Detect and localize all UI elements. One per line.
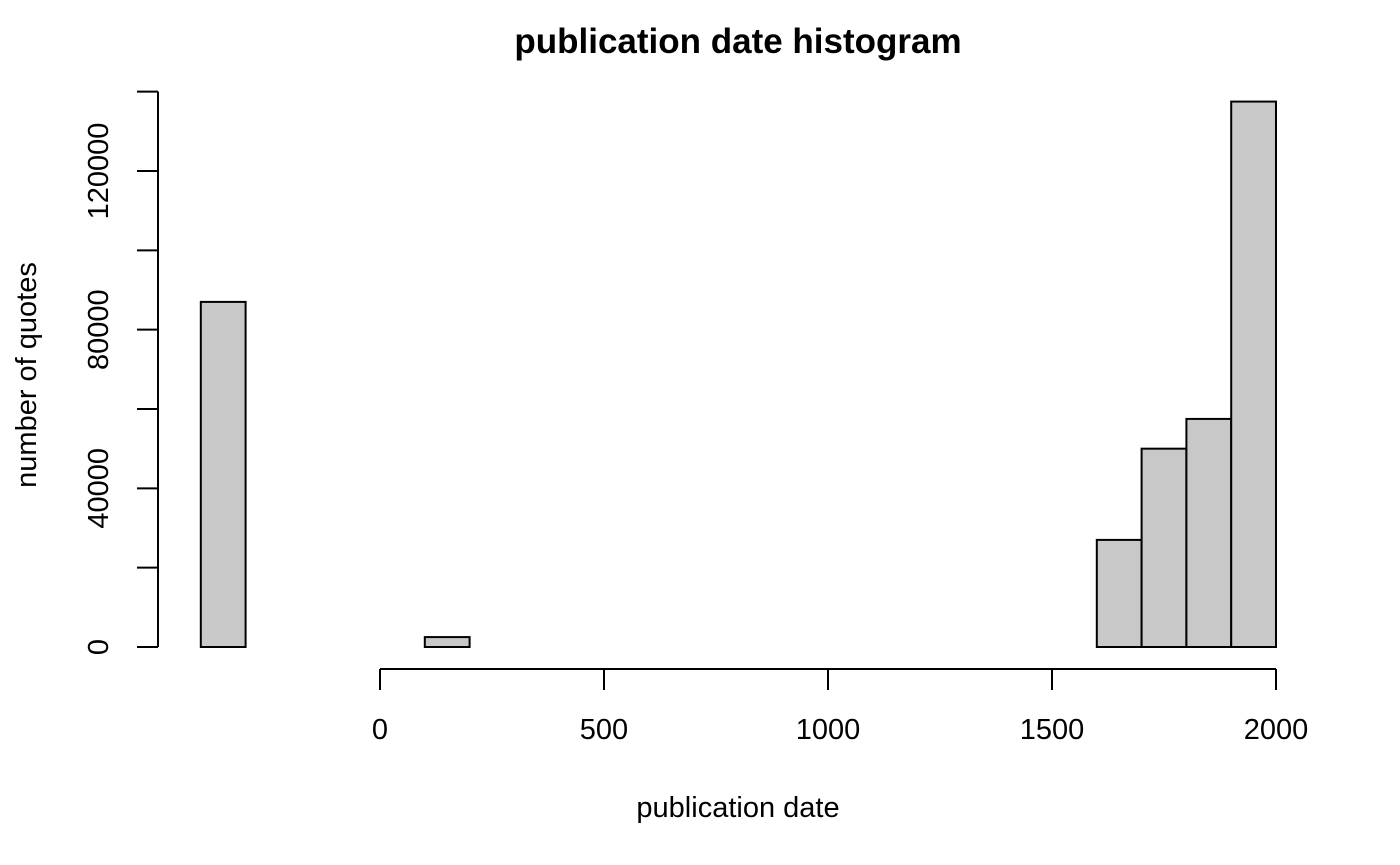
histogram-bar [1230, 100, 1277, 649]
histogram-bar [1140, 447, 1188, 648]
x-tick-label: 0 [372, 714, 388, 746]
x-tick-label: 500 [580, 714, 628, 746]
histogram-bar [199, 300, 247, 648]
x-tick-label: 2000 [1244, 714, 1309, 746]
x-axis-label: publication date [636, 792, 839, 824]
x-tick-label: 1500 [1020, 714, 1085, 746]
y-axis-label: number of quotes [11, 262, 43, 488]
y-tick-label: 80000 [83, 289, 115, 370]
histogram-bar [1095, 538, 1143, 649]
histogram-bar [423, 636, 471, 648]
y-tick-label: 40000 [83, 448, 115, 529]
chart-title: publication date histogram [514, 22, 961, 61]
y-tick-label: 0 [83, 639, 115, 655]
x-tick-label: 1000 [796, 714, 861, 746]
histogram-bar [1185, 417, 1233, 648]
bars-layer [199, 100, 1277, 649]
x-axis: 0 500 1000 1500 2000 [372, 668, 1309, 746]
y-tick-label: 120000 [83, 123, 115, 220]
y-axis: 0 40000 80000 120000 [83, 90, 159, 655]
